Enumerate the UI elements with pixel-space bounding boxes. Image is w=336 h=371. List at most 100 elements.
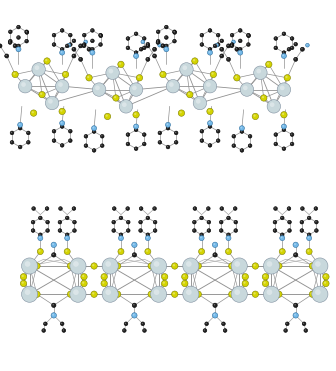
- Circle shape: [282, 51, 286, 55]
- Circle shape: [146, 233, 150, 237]
- Circle shape: [127, 143, 128, 144]
- Circle shape: [133, 112, 139, 118]
- Circle shape: [141, 322, 145, 326]
- Circle shape: [91, 48, 93, 49]
- Circle shape: [27, 132, 29, 133]
- Circle shape: [66, 234, 68, 235]
- Circle shape: [113, 221, 114, 222]
- Circle shape: [169, 82, 174, 87]
- Circle shape: [290, 37, 294, 40]
- Circle shape: [59, 221, 60, 222]
- Circle shape: [154, 261, 159, 267]
- Circle shape: [46, 220, 49, 224]
- Circle shape: [44, 322, 47, 326]
- Circle shape: [287, 207, 291, 210]
- Circle shape: [213, 303, 217, 308]
- Circle shape: [63, 329, 64, 331]
- Circle shape: [276, 263, 282, 269]
- Circle shape: [32, 63, 45, 76]
- Circle shape: [18, 122, 23, 127]
- Circle shape: [273, 229, 277, 232]
- Circle shape: [182, 65, 187, 70]
- Circle shape: [226, 57, 230, 61]
- Circle shape: [51, 313, 56, 318]
- Circle shape: [265, 61, 272, 68]
- Circle shape: [126, 133, 130, 137]
- Circle shape: [73, 229, 75, 231]
- Circle shape: [240, 148, 244, 152]
- Circle shape: [231, 45, 232, 46]
- Circle shape: [290, 142, 294, 146]
- Circle shape: [281, 250, 283, 252]
- Circle shape: [308, 237, 309, 238]
- Circle shape: [294, 314, 296, 316]
- Circle shape: [8, 39, 12, 43]
- Circle shape: [200, 237, 202, 238]
- Circle shape: [156, 41, 160, 45]
- Circle shape: [200, 129, 204, 133]
- Circle shape: [0, 44, 2, 48]
- Circle shape: [220, 207, 224, 210]
- Circle shape: [193, 59, 195, 61]
- Circle shape: [34, 291, 40, 298]
- Circle shape: [226, 236, 231, 241]
- Circle shape: [67, 291, 74, 298]
- Circle shape: [13, 44, 17, 48]
- Circle shape: [133, 53, 139, 59]
- Circle shape: [241, 131, 242, 132]
- Circle shape: [60, 144, 64, 147]
- Circle shape: [210, 71, 217, 78]
- Circle shape: [91, 126, 97, 131]
- Circle shape: [99, 43, 101, 45]
- Circle shape: [35, 292, 37, 295]
- Circle shape: [234, 229, 238, 232]
- Circle shape: [324, 282, 326, 284]
- Circle shape: [291, 134, 292, 135]
- Circle shape: [180, 63, 193, 76]
- Circle shape: [262, 273, 269, 280]
- Circle shape: [248, 134, 252, 138]
- Circle shape: [206, 82, 211, 87]
- Circle shape: [100, 144, 104, 148]
- Circle shape: [220, 55, 222, 56]
- Circle shape: [247, 34, 249, 35]
- Circle shape: [134, 125, 136, 127]
- Circle shape: [10, 131, 14, 135]
- Circle shape: [235, 261, 240, 267]
- Circle shape: [208, 47, 212, 51]
- Circle shape: [315, 221, 317, 222]
- Circle shape: [140, 207, 141, 209]
- Circle shape: [26, 31, 27, 33]
- Circle shape: [126, 46, 130, 50]
- Circle shape: [143, 37, 144, 39]
- Circle shape: [263, 286, 280, 302]
- Circle shape: [205, 322, 208, 326]
- Circle shape: [163, 282, 165, 284]
- Circle shape: [204, 329, 205, 331]
- Circle shape: [46, 229, 49, 232]
- Circle shape: [88, 48, 89, 49]
- Circle shape: [106, 289, 111, 295]
- Circle shape: [116, 292, 118, 295]
- Circle shape: [92, 83, 106, 96]
- Circle shape: [275, 134, 276, 135]
- Circle shape: [161, 273, 168, 280]
- Circle shape: [14, 45, 15, 46]
- Circle shape: [91, 47, 94, 51]
- Circle shape: [226, 44, 230, 48]
- Circle shape: [282, 113, 284, 115]
- Circle shape: [231, 34, 232, 35]
- Circle shape: [106, 261, 111, 267]
- Circle shape: [281, 234, 283, 235]
- Circle shape: [91, 29, 93, 31]
- Circle shape: [167, 123, 168, 125]
- Circle shape: [79, 57, 83, 61]
- Circle shape: [66, 250, 68, 252]
- Circle shape: [46, 221, 48, 222]
- Circle shape: [132, 313, 137, 318]
- Circle shape: [247, 43, 249, 45]
- Circle shape: [81, 273, 87, 280]
- Circle shape: [193, 229, 196, 232]
- Circle shape: [209, 48, 210, 49]
- Circle shape: [62, 329, 66, 332]
